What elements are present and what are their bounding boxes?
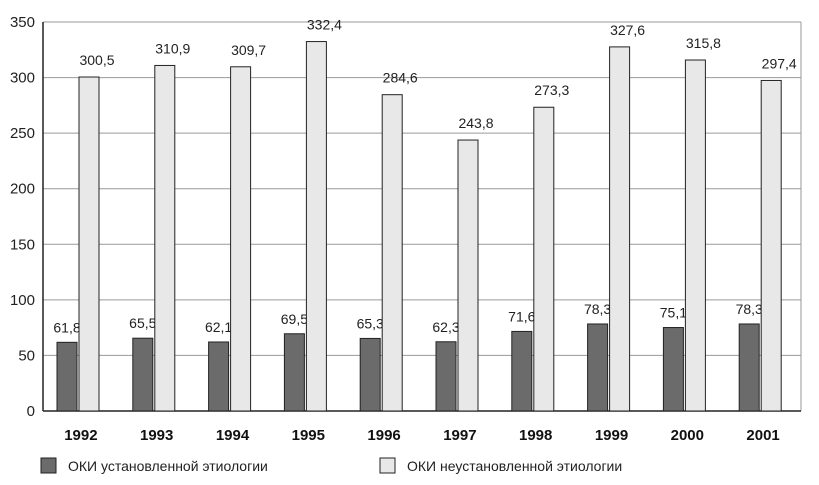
data-label-established: 65,3 [357,315,384,331]
x-tick-label: 2000 [671,427,704,444]
data-label-unestablished: 243,8 [458,115,493,131]
x-tick-label: 1994 [216,427,250,444]
y-tick-label: 250 [10,125,35,142]
x-tick-label: 1995 [292,427,325,444]
bar-established [587,323,609,412]
bar-unestablished [230,66,252,412]
bar-unestablished [609,46,631,412]
bar-unestablished [381,94,403,412]
data-label-unestablished: 310,9 [155,40,190,56]
x-tick-label: 1996 [367,427,400,444]
bar-unestablished [533,106,555,412]
y-tick-label: 50 [18,347,35,364]
y-tick-label: 0 [27,403,35,420]
legend-label-unestablished: ОКИ неустановленной этиологии [407,458,622,474]
data-label-unestablished: 327,6 [610,22,645,38]
x-tick-label: 1998 [519,427,552,444]
legend-swatch-unestablished [379,457,396,474]
x-tick-label: 1992 [64,427,97,444]
data-label-established: 75,1 [660,305,687,321]
data-label-unestablished: 284,6 [383,70,418,86]
bar-established [283,333,305,412]
bar-established [662,327,684,412]
data-label-established: 78,3 [736,301,763,317]
data-label-unestablished: 315,8 [686,35,721,51]
data-label-established: 62,1 [205,319,232,335]
bar-established [738,323,760,412]
y-tick-label: 150 [10,236,35,253]
data-label-established: 71,6 [508,308,535,324]
bar-unestablished [305,41,327,412]
x-tick-label: 1993 [140,427,173,444]
bar-established [359,337,381,412]
data-label-unestablished: 297,4 [762,55,797,71]
data-label-established: 78,3 [584,301,611,317]
bar-unestablished [154,64,176,412]
legend-swatch-established [40,457,57,474]
data-label-established: 69,5 [281,311,308,327]
data-label-established: 62,3 [432,319,459,335]
legend-label-established: ОКИ установленной этиологии [68,458,268,474]
bar-unestablished [684,59,706,412]
x-tick-label: 1999 [595,427,628,444]
x-tick-label: 1997 [443,427,476,444]
y-tick-label: 350 [10,14,35,31]
bar-established [56,341,78,412]
bar-established [208,341,230,412]
data-label-established: 61,8 [53,319,80,335]
bar-unestablished [78,76,100,412]
data-label-unestablished: 332,4 [307,17,342,33]
y-tick-label: 200 [10,181,35,198]
y-tick-label: 100 [10,292,35,309]
y-tick-label: 300 [10,70,35,87]
bar-established [435,341,457,412]
bar-unestablished [457,139,479,412]
data-label-unestablished: 309,7 [231,42,266,58]
x-tick-label: 2001 [746,427,779,444]
bar-established [132,337,154,412]
data-label-established: 65,5 [129,315,156,331]
data-label-unestablished: 300,5 [79,52,114,68]
bar-unestablished [760,79,782,412]
data-label-unestablished: 273,3 [534,82,569,98]
bar-established [511,330,533,412]
